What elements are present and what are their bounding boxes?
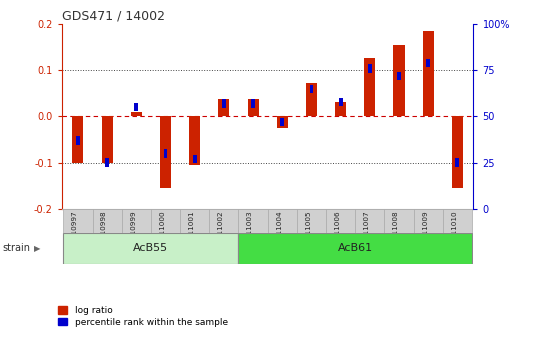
FancyBboxPatch shape [385, 209, 414, 233]
FancyBboxPatch shape [238, 209, 267, 233]
Text: GSM11002: GSM11002 [218, 211, 224, 250]
Bar [222, 99, 226, 108]
Bar [164, 149, 167, 158]
Bar [105, 158, 109, 167]
Text: AcB61: AcB61 [338, 244, 373, 253]
Bar [456, 158, 459, 167]
FancyBboxPatch shape [355, 209, 385, 233]
Text: GSM11009: GSM11009 [422, 211, 428, 250]
Bar [339, 98, 343, 106]
Text: GSM11000: GSM11000 [159, 211, 166, 250]
FancyBboxPatch shape [267, 209, 297, 233]
FancyBboxPatch shape [209, 209, 238, 233]
FancyBboxPatch shape [180, 209, 209, 233]
Text: GSM11007: GSM11007 [364, 211, 370, 250]
Bar [277, 117, 288, 128]
Bar [452, 117, 463, 188]
Bar [368, 64, 372, 72]
Text: GSM11005: GSM11005 [306, 211, 312, 250]
FancyBboxPatch shape [326, 209, 355, 233]
Text: GSM10998: GSM10998 [101, 211, 107, 250]
FancyBboxPatch shape [151, 209, 180, 233]
FancyBboxPatch shape [63, 209, 93, 233]
Bar [218, 99, 229, 117]
Bar [247, 99, 259, 117]
Bar [251, 99, 255, 108]
FancyBboxPatch shape [297, 209, 326, 233]
FancyBboxPatch shape [122, 209, 151, 233]
Text: GSM11006: GSM11006 [335, 211, 341, 250]
Text: GSM10997: GSM10997 [72, 211, 78, 250]
Text: GSM11010: GSM11010 [451, 211, 457, 250]
Bar [335, 102, 346, 117]
Bar [131, 112, 142, 117]
Text: GSM11008: GSM11008 [393, 211, 399, 250]
Bar [393, 45, 405, 117]
Text: strain: strain [3, 244, 31, 253]
Text: GDS471 / 14002: GDS471 / 14002 [62, 10, 165, 23]
Text: ▶: ▶ [34, 244, 40, 253]
Text: GSM11003: GSM11003 [247, 211, 253, 250]
Bar [397, 72, 401, 80]
Bar [76, 136, 80, 145]
FancyBboxPatch shape [238, 233, 472, 264]
Bar [102, 117, 112, 162]
Bar [364, 58, 376, 117]
Bar [160, 117, 171, 188]
FancyBboxPatch shape [443, 209, 472, 233]
Text: GSM11001: GSM11001 [189, 211, 195, 250]
Bar [193, 155, 196, 163]
Bar [306, 83, 317, 117]
Text: GSM10999: GSM10999 [130, 211, 136, 250]
Bar [426, 59, 430, 67]
FancyBboxPatch shape [414, 209, 443, 233]
Bar [189, 117, 200, 165]
Bar [423, 31, 434, 117]
Text: GSM11004: GSM11004 [276, 211, 282, 250]
Legend: log ratio, percentile rank within the sample: log ratio, percentile rank within the sa… [58, 306, 228, 327]
FancyBboxPatch shape [63, 233, 238, 264]
Text: AcB55: AcB55 [133, 244, 168, 253]
FancyBboxPatch shape [93, 209, 122, 233]
Bar [280, 118, 284, 126]
Bar [309, 85, 313, 93]
Bar [134, 103, 138, 111]
Bar [73, 117, 83, 162]
